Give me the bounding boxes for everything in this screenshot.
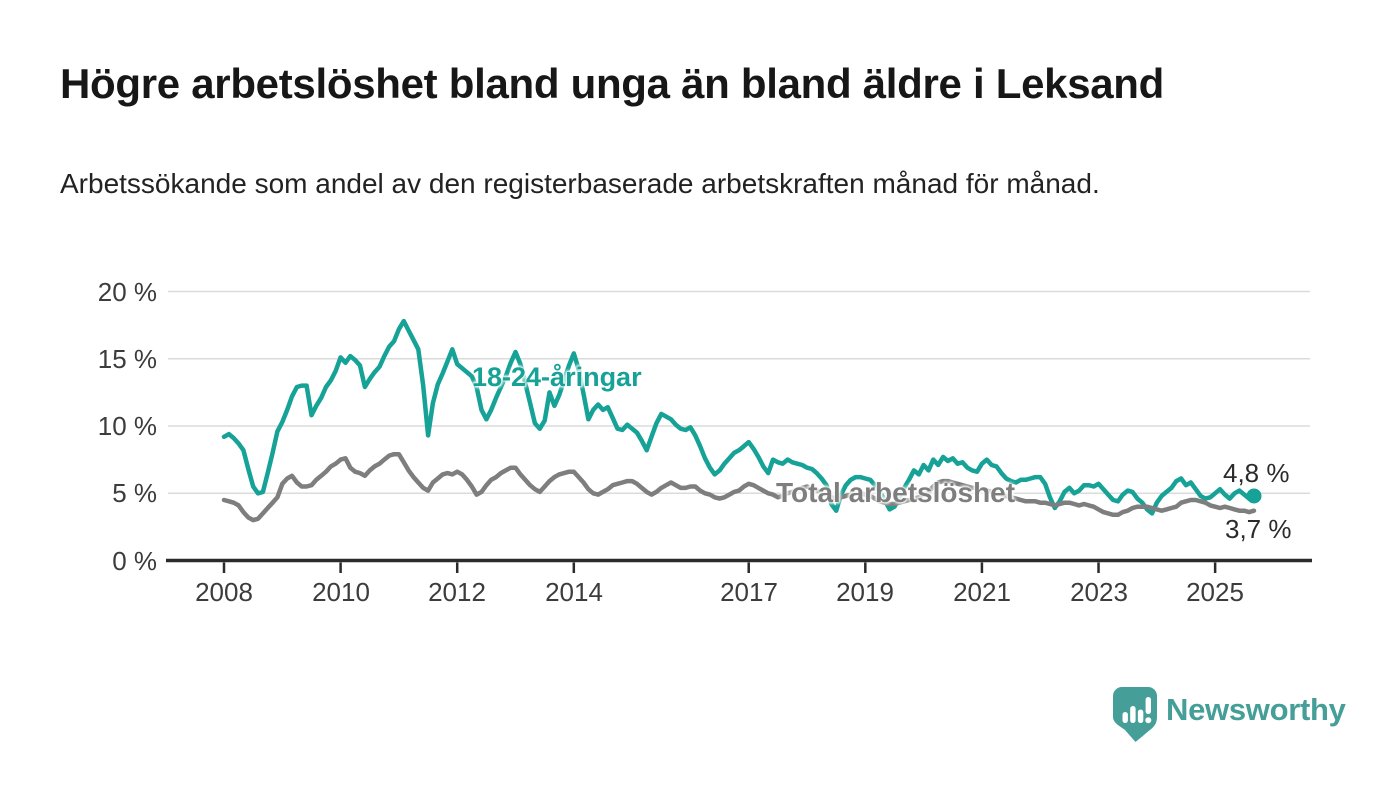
y-tick-label: 15 %	[97, 344, 157, 374]
x-tick-label: 2017	[720, 577, 778, 607]
bar-3	[1137, 709, 1144, 723]
end-value-label-total: 3,7 %	[1225, 514, 1292, 544]
x-tick-label: 2025	[1186, 577, 1244, 607]
y-tick-label: 10 %	[97, 411, 157, 441]
series-label-youth: 18-24-åringar	[472, 362, 642, 392]
x-tick-label: 2019	[836, 577, 894, 607]
x-tick-label: 2010	[312, 577, 370, 607]
exclamation-dot	[1145, 717, 1152, 724]
y-tick-label: 5 %	[112, 478, 157, 508]
x-tick-label: 2012	[428, 577, 486, 607]
x-tick-label: 2023	[1070, 577, 1128, 607]
series-line-youth	[221, 318, 1257, 516]
exclamation-bar	[1145, 697, 1151, 714]
series-line-total	[221, 451, 1257, 523]
x-tick-label: 2014	[545, 577, 603, 607]
x-tick-label: 2008	[195, 577, 253, 607]
y-tick-label: 20 %	[97, 277, 157, 307]
brand-name: Newsworthy	[1166, 692, 1346, 727]
y-tick-label: 0 %	[112, 546, 157, 576]
bar-1	[1122, 712, 1128, 723]
page-title: Högre arbetslöshet bland unga än bland ä…	[60, 60, 1165, 107]
newsworthy-logo-icon	[1113, 687, 1157, 742]
x-tick-label: 2021	[953, 577, 1011, 607]
series-label-total: Total arbetslöshet	[776, 477, 1016, 508]
bar-2	[1130, 706, 1136, 723]
chart-subtitle: Arbetssökande som andel av den registerb…	[60, 168, 1100, 199]
latest-value-dot	[1246, 488, 1262, 504]
end-value-label-youth: 4,8 %	[1223, 458, 1290, 488]
